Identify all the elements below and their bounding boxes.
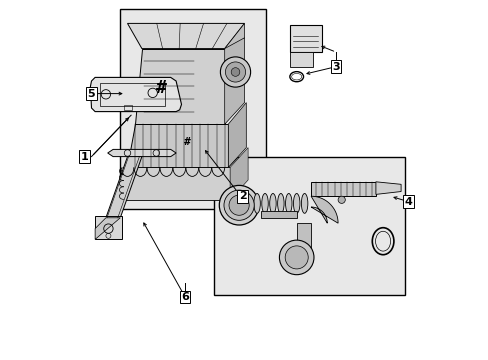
- Bar: [289, 52, 312, 67]
- Bar: [123, 105, 132, 110]
- Text: 3: 3: [332, 62, 340, 72]
- Polygon shape: [127, 124, 228, 167]
- Polygon shape: [106, 157, 142, 218]
- Text: 2: 2: [238, 191, 246, 201]
- Polygon shape: [134, 49, 224, 124]
- Polygon shape: [230, 148, 247, 200]
- Text: #: #: [183, 137, 190, 147]
- Circle shape: [225, 62, 245, 82]
- Polygon shape: [123, 167, 230, 200]
- Circle shape: [337, 196, 345, 203]
- Polygon shape: [224, 38, 244, 124]
- Circle shape: [219, 185, 258, 225]
- Bar: [120, 9, 265, 209]
- Polygon shape: [310, 182, 375, 196]
- Text: 1: 1: [80, 152, 88, 162]
- Polygon shape: [228, 103, 246, 167]
- Text: #: #: [156, 79, 167, 97]
- Ellipse shape: [293, 194, 299, 213]
- Circle shape: [279, 240, 313, 275]
- Bar: [101, 83, 165, 106]
- Polygon shape: [213, 157, 404, 295]
- Bar: [296, 223, 310, 257]
- Ellipse shape: [261, 194, 268, 213]
- Ellipse shape: [269, 194, 276, 213]
- Polygon shape: [260, 211, 296, 218]
- Circle shape: [231, 68, 239, 76]
- Polygon shape: [310, 196, 337, 223]
- Polygon shape: [224, 23, 244, 61]
- Circle shape: [224, 190, 254, 220]
- Text: 4: 4: [404, 197, 411, 207]
- Polygon shape: [95, 218, 120, 239]
- Bar: [289, 25, 321, 52]
- Ellipse shape: [301, 194, 307, 213]
- Polygon shape: [95, 216, 122, 239]
- Text: 6: 6: [181, 292, 189, 302]
- Polygon shape: [90, 77, 181, 112]
- Polygon shape: [127, 23, 244, 49]
- Text: 5: 5: [87, 89, 95, 99]
- Circle shape: [220, 57, 250, 87]
- Ellipse shape: [277, 194, 284, 213]
- Circle shape: [285, 246, 307, 269]
- Circle shape: [228, 195, 249, 215]
- Ellipse shape: [285, 194, 291, 213]
- Ellipse shape: [253, 194, 260, 213]
- Polygon shape: [375, 182, 400, 194]
- Polygon shape: [107, 149, 176, 157]
